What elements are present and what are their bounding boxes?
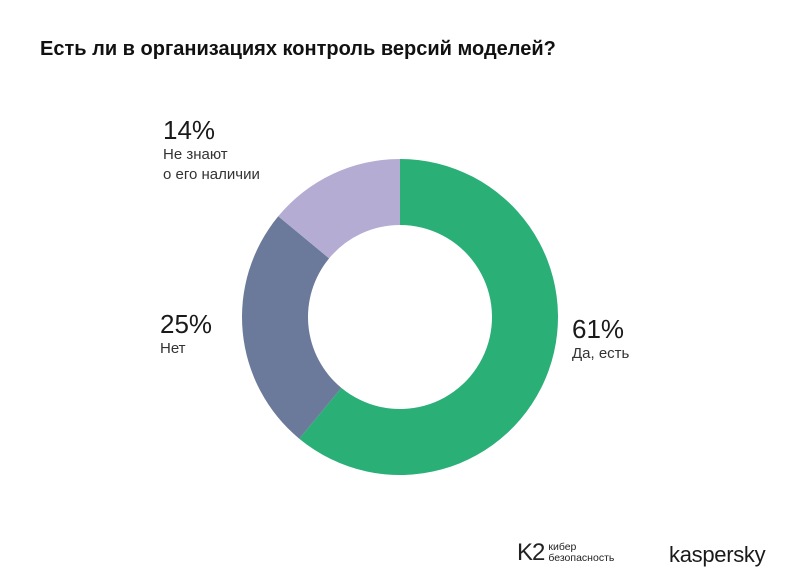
category-unknown-line1: Не знают bbox=[163, 146, 228, 163]
label-yes: 61% Да, есть bbox=[572, 314, 629, 364]
slice-no bbox=[242, 216, 342, 439]
category-unknown-line2: о его наличии bbox=[163, 166, 260, 183]
percent-yes: 61% bbox=[572, 314, 625, 344]
slice-yes bbox=[299, 159, 558, 475]
percent-no: 25% bbox=[160, 309, 213, 339]
percent-unknown: 14% bbox=[163, 115, 216, 145]
k2-text-line1: кибер bbox=[548, 541, 577, 553]
k2-mark: K2 bbox=[517, 539, 545, 566]
chart-title: Есть ли в организациях контроль версий м… bbox=[40, 38, 556, 60]
kaspersky-logo: kaspersky bbox=[669, 542, 766, 567]
label-no: 25% Нет bbox=[160, 309, 212, 359]
slice-unknown bbox=[278, 159, 400, 259]
category-no: Нет bbox=[160, 340, 186, 357]
k2-text-line2: безопасность bbox=[548, 552, 615, 564]
k2-text: кибер безопасность bbox=[548, 542, 614, 564]
k2-logo: K2 кибер безопасность bbox=[517, 540, 614, 566]
label-unknown: 14% Не знают о его наличии bbox=[163, 115, 260, 185]
category-yes: Да, есть bbox=[572, 345, 630, 362]
